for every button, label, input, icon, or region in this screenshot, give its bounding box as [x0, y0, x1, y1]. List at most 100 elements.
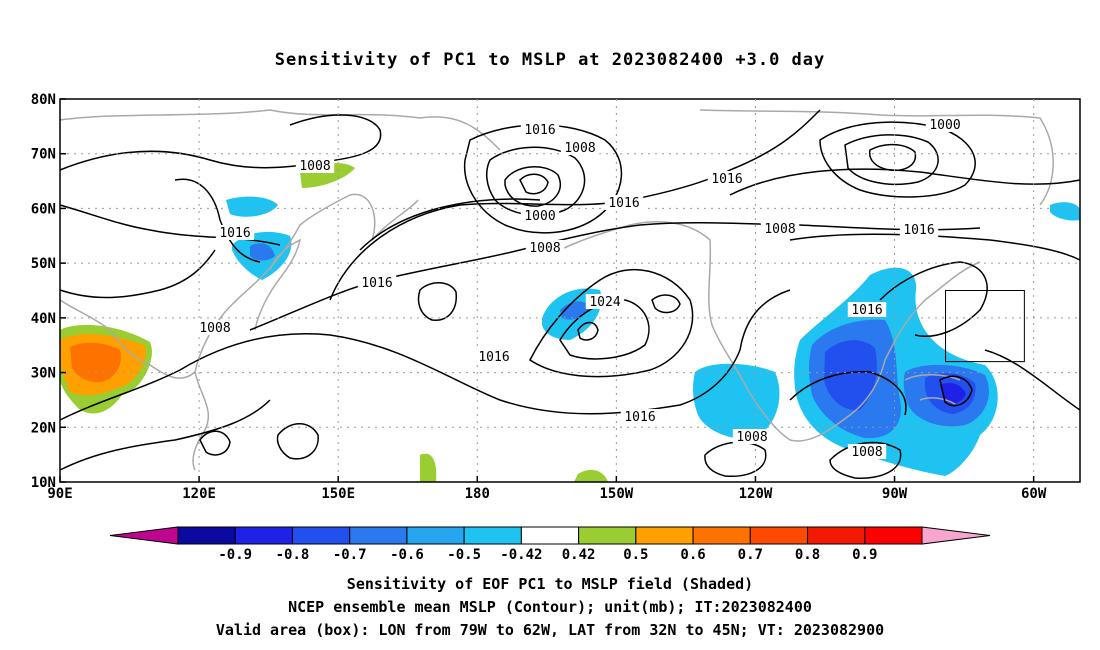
caption-valid-area: Valid area (box): LON from 79W to 62W, L… [215, 621, 885, 639]
latitude-label: 60N [31, 201, 56, 217]
negative-sensitivity-region [824, 340, 877, 411]
latitude-label: 10N [31, 475, 56, 491]
contour-label-background [357, 275, 397, 290]
contour-label: 1016 [851, 303, 882, 318]
contour-label: 1008 [529, 241, 560, 256]
positive-sensitivity-region [574, 469, 608, 482]
colorbar-extend-high [921, 526, 991, 545]
latitude-labels: 80N 70N 60N 50N 40N 30N 20N 10N [31, 92, 66, 491]
contour-label: 1016 [711, 172, 742, 187]
colorbar-extend-low [109, 526, 179, 545]
contour-label: 1000 [929, 118, 960, 133]
colorbar-segment [692, 526, 751, 545]
colorbar-label: -0.8 [276, 547, 310, 563]
colorbar-segment [807, 526, 866, 545]
longitude-label: 150W [600, 486, 634, 502]
contour-label: 1008 [299, 159, 330, 174]
negative-sensitivity-region [226, 196, 278, 217]
contour-label-background [520, 208, 560, 223]
contour-label-background [847, 444, 887, 459]
colorbar-label: -0.6 [390, 547, 424, 563]
colorbar-label: -0.9 [218, 547, 252, 563]
latitude-label: 80N [31, 92, 56, 108]
colorbar-segment [635, 526, 694, 545]
colorbar-label: 0.42 [562, 547, 596, 563]
caption-shaded: Sensitivity of EOF PC1 to MSLP field (Sh… [346, 575, 754, 593]
caption-contour: NCEP ensemble mean MSLP (Contour); unit(… [288, 598, 812, 616]
longitude-label: 150E [321, 486, 355, 502]
longitude-labels: 90E 120E 150E 180 150W 120W 90W 60W [47, 486, 1046, 502]
colorbar-segment [749, 526, 809, 545]
contour-label: 1016 [524, 123, 555, 138]
colorbar-label: 0.8 [795, 547, 820, 563]
contour-label-background [525, 240, 565, 255]
colorbar-segment [864, 526, 923, 545]
colorbar-label: 0.7 [738, 547, 763, 563]
contour-label-background [215, 225, 255, 240]
contour-label: 1008 [564, 141, 595, 156]
negative-sensitivity-region [250, 243, 275, 261]
graticule [59, 99, 1080, 482]
colorbar-segment [520, 526, 580, 545]
contour-labels: 1016 1008 1016 1000 1008 1016 1016 1008 1016 1016… [195, 117, 965, 460]
valid-area-box [945, 290, 1025, 363]
latitude-label: 70N [31, 147, 56, 163]
contour-label: 1008 [736, 430, 767, 445]
latitude-label: 30N [31, 366, 56, 382]
contour-label-background [732, 429, 772, 444]
contour-label: 1008 [851, 445, 882, 460]
negative-sensitivity-region [693, 363, 780, 439]
longitude-label: 60W [1021, 486, 1047, 502]
contour-label: 1016 [903, 223, 934, 238]
colorbar-segment [349, 526, 408, 545]
contour-label: 1000 [524, 209, 555, 224]
colorbar-segment [177, 526, 236, 545]
contour-label-background [295, 158, 335, 173]
longitude-label: 90E [47, 486, 72, 502]
contour-label: 1024 [589, 295, 620, 310]
longitude-label: 180 [465, 486, 490, 502]
contour-label-background [925, 117, 965, 132]
latitude-label: 20N [31, 420, 56, 436]
colorbar-label: 0.6 [680, 547, 705, 563]
latitude-label: 50N [31, 256, 56, 272]
contour-label: 1016 [478, 350, 509, 365]
colorbar-segment [406, 526, 465, 545]
contour-label: 1016 [608, 196, 639, 211]
colorbar-label: -0.5 [447, 547, 481, 563]
contour-label-background [620, 409, 660, 424]
colorbar-label: 0.5 [623, 547, 648, 563]
latitude-label: 40N [31, 311, 56, 327]
contour-label: 1016 [219, 226, 250, 241]
colorbar-label: -0.7 [333, 547, 367, 563]
contour-label-background [847, 302, 887, 317]
longitude-label: 120W [739, 486, 773, 502]
contour-label-background [195, 320, 235, 335]
colorbar-segment [291, 526, 351, 545]
contour-label: 1016 [624, 410, 655, 425]
colorbar-segment [234, 526, 293, 545]
colorbar-segment [463, 526, 522, 545]
contour-label: 1008 [764, 222, 795, 237]
contour-label-background [899, 222, 939, 237]
coastlines [59, 109, 1054, 471]
positive-sensitivity-region [420, 453, 437, 482]
colorbar-label: 0.9 [852, 547, 877, 563]
map-frame [59, 98, 1081, 483]
contour-label: 1008 [199, 321, 230, 336]
colorbar-label: -0.42 [500, 547, 542, 563]
contour-label-background [474, 349, 514, 364]
contour-label-background [520, 122, 560, 137]
contour-label-background [760, 221, 800, 236]
contour-label-background [560, 140, 600, 155]
contour-label-background [604, 195, 644, 210]
longitude-label: 90W [882, 486, 908, 502]
colorbar-segment [578, 526, 637, 545]
contour-label-background [585, 294, 625, 309]
colorbar: -0.9 -0.8 -0.7 -0.6 -0.5 -0.42 0.42 0.5 0.6 0.7 0.… [109, 526, 991, 563]
negative-sensitivity-region [940, 382, 966, 404]
plot-title: Sensitivity of PC1 to MSLP at 2023082400… [274, 50, 826, 70]
negative-sensitivity-region [1050, 202, 1080, 221]
longitude-label: 120E [182, 486, 216, 502]
